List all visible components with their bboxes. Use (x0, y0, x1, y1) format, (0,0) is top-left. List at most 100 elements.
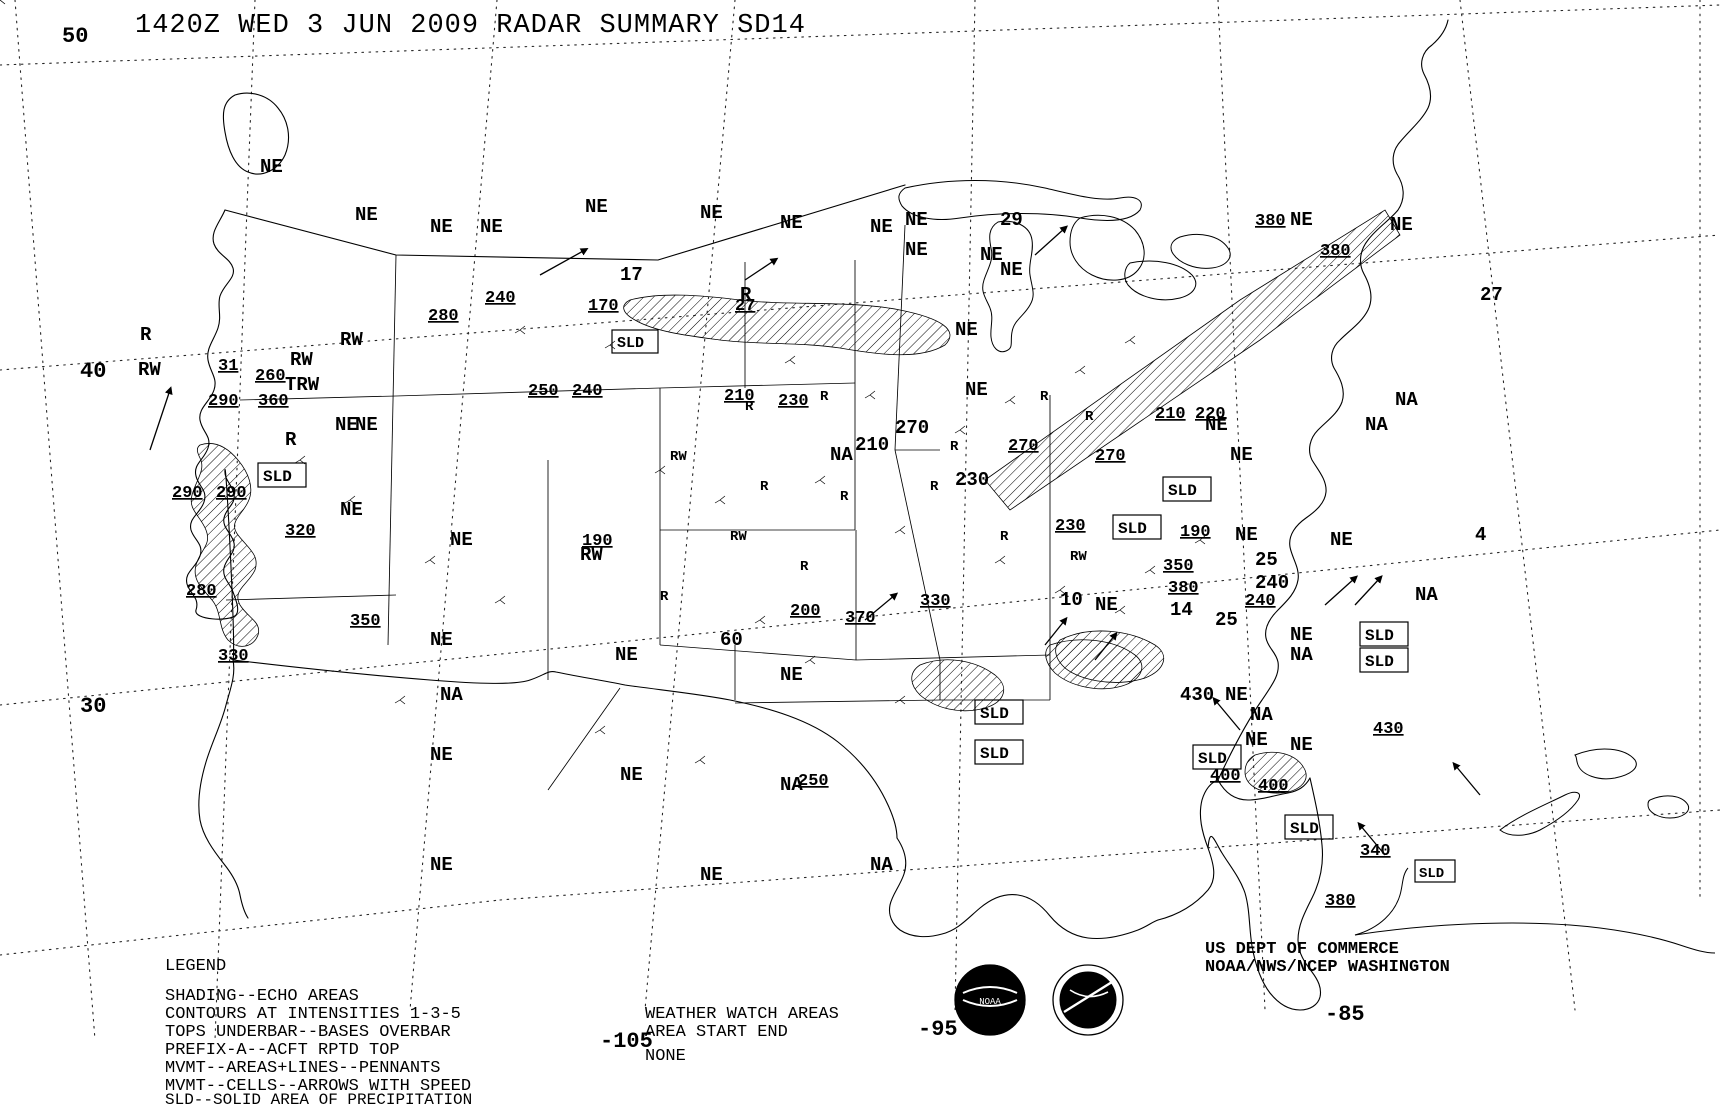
svg-text:40: 40 (80, 359, 106, 384)
svg-text:380: 380 (1320, 242, 1351, 261)
svg-text:NE: NE (260, 156, 283, 178)
svg-text:US DEPT OF COMMERCE: US DEPT OF COMMERCE (1205, 940, 1399, 959)
svg-text:TRW: TRW (285, 374, 320, 396)
svg-text:NA: NA (830, 444, 853, 466)
svg-text:NE: NE (335, 414, 358, 436)
svg-text:CONTOURS AT INTENSITIES 1-3-5: CONTOURS AT INTENSITIES 1-3-5 (165, 1005, 461, 1024)
svg-text:R: R (1040, 389, 1049, 405)
svg-text:NA: NA (1365, 414, 1388, 436)
svg-text:260: 260 (255, 367, 286, 386)
svg-text:NE: NE (340, 499, 363, 521)
svg-text:270: 270 (1008, 437, 1039, 456)
svg-text:200: 200 (790, 602, 821, 621)
svg-text:RW: RW (670, 449, 687, 465)
svg-text:50: 50 (62, 24, 88, 49)
svg-text:29: 29 (1000, 209, 1023, 231)
svg-text:30: 30 (80, 694, 106, 719)
svg-text:NE: NE (905, 209, 928, 231)
svg-text:SLD: SLD (1419, 866, 1444, 882)
svg-text:14: 14 (1170, 599, 1193, 621)
svg-text:SLD: SLD (980, 745, 1009, 763)
svg-text:R: R (760, 479, 769, 495)
svg-text:NE: NE (955, 319, 978, 341)
svg-text:27: 27 (735, 297, 755, 316)
svg-text:SHADING--ECHO AREAS: SHADING--ECHO AREAS (165, 987, 359, 1006)
svg-text:R: R (840, 489, 849, 505)
svg-text:290: 290 (172, 484, 203, 503)
svg-text:R: R (745, 399, 754, 415)
svg-text:290: 290 (208, 392, 239, 411)
svg-text:LEGEND: LEGEND (165, 957, 226, 976)
svg-text:RW: RW (138, 359, 161, 381)
svg-text:NE: NE (780, 212, 803, 234)
svg-text:NOAA: NOAA (979, 997, 1001, 1007)
svg-text:250: 250 (798, 772, 829, 791)
svg-text:17: 17 (620, 264, 643, 286)
svg-text:400: 400 (1210, 767, 1241, 786)
svg-text:NA: NA (1395, 389, 1418, 411)
svg-text:430: 430 (1373, 720, 1404, 739)
svg-text:NE: NE (355, 204, 378, 226)
svg-text:240: 240 (1245, 592, 1276, 611)
svg-text:R: R (820, 389, 829, 405)
svg-text:270: 270 (895, 417, 929, 439)
svg-text:NA: NA (1290, 644, 1313, 666)
svg-text:NA: NA (1250, 704, 1273, 726)
svg-text:NE: NE (905, 239, 928, 261)
svg-text:NE: NE (780, 664, 803, 686)
svg-text:190: 190 (1180, 523, 1211, 542)
svg-text:25: 25 (1255, 549, 1278, 571)
svg-text:370: 370 (845, 609, 876, 628)
svg-text:SLD: SLD (263, 468, 292, 486)
svg-text:-95: -95 (918, 1017, 958, 1042)
svg-text:330: 330 (920, 592, 951, 611)
svg-text:SLD--SOLID AREA OF PRECIPITATI: SLD--SOLID AREA OF PRECIPITATION (165, 1091, 472, 1106)
svg-text:350: 350 (350, 612, 381, 631)
svg-text:400: 400 (1258, 777, 1289, 796)
svg-text:280: 280 (428, 307, 459, 326)
svg-text:230: 230 (778, 392, 809, 411)
svg-text:RW: RW (730, 529, 747, 545)
svg-text:NE: NE (430, 629, 453, 651)
svg-text:NE: NE (1390, 214, 1413, 236)
svg-text:NOAA/NWS/NCEP WASHINGTON: NOAA/NWS/NCEP WASHINGTON (1205, 958, 1450, 977)
svg-text:380: 380 (1325, 892, 1356, 911)
svg-text:250: 250 (528, 382, 559, 401)
svg-text:NE: NE (430, 854, 453, 876)
svg-text:430: 430 (1180, 684, 1214, 706)
svg-text:190: 190 (582, 532, 613, 551)
svg-text:360: 360 (258, 392, 289, 411)
svg-text:27: 27 (1480, 284, 1503, 306)
svg-text:320: 320 (285, 522, 316, 541)
svg-text:60: 60 (720, 629, 743, 651)
svg-text:270: 270 (1095, 447, 1126, 466)
svg-text:NE: NE (480, 216, 503, 238)
svg-text:NE: NE (620, 764, 643, 786)
svg-text:NA: NA (440, 684, 463, 706)
svg-text:NE: NE (615, 644, 638, 666)
svg-text:NE: NE (700, 864, 723, 886)
svg-text:NA: NA (870, 854, 893, 876)
svg-text:NE: NE (1095, 594, 1118, 616)
svg-text:RW: RW (290, 349, 313, 371)
svg-text:PREFIX-A--ACFT RPTD TOP: PREFIX-A--ACFT RPTD TOP (165, 1041, 400, 1060)
svg-text:RW: RW (340, 329, 363, 351)
svg-text:350: 350 (1163, 557, 1194, 576)
svg-text:SLD: SLD (980, 705, 1009, 723)
svg-text:R: R (930, 479, 939, 495)
svg-text:290: 290 (216, 484, 247, 503)
svg-text:NE: NE (1290, 624, 1313, 646)
svg-text:380: 380 (1168, 579, 1199, 598)
svg-text:1420Z WED 3 JUN 2009 RADAR SU: 1420Z WED 3 JUN 2009 RADAR SUMMARY SD14 (135, 11, 806, 41)
svg-text:NE: NE (1230, 444, 1253, 466)
svg-text:NE: NE (1225, 684, 1248, 706)
svg-text:NE: NE (1330, 529, 1353, 551)
svg-text:340: 340 (1360, 842, 1391, 861)
svg-text:TOPS UNDERBAR--BASES OVERBAR: TOPS UNDERBAR--BASES OVERBAR (165, 1023, 451, 1042)
svg-text:230: 230 (955, 469, 989, 491)
svg-text:NE: NE (965, 379, 988, 401)
svg-text:SLD: SLD (1168, 482, 1197, 500)
svg-text:R: R (1000, 529, 1009, 545)
svg-text:240: 240 (1255, 572, 1289, 594)
svg-text:NE: NE (1235, 524, 1258, 546)
